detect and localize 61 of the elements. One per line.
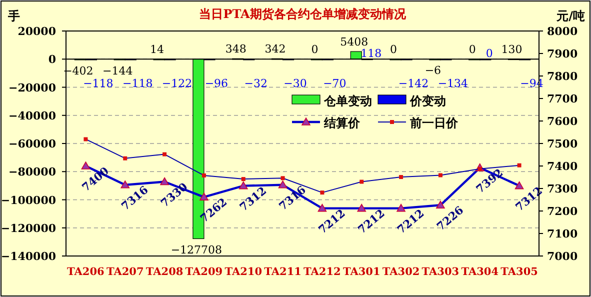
- y-tick-label: −40000: [8, 109, 56, 122]
- legend-label: 价变动: [409, 94, 446, 108]
- data-label: −30: [284, 77, 307, 90]
- x-tick-label: TA208: [146, 266, 184, 278]
- y2-axis-title: 元/吨: [556, 9, 585, 23]
- data-label: −118: [122, 77, 153, 90]
- y-tick-label: −20000: [8, 81, 56, 94]
- x-tick-label: TA212: [304, 266, 341, 278]
- data-label: −118: [83, 77, 114, 90]
- data-label: 0: [468, 43, 476, 56]
- data-label: 342: [264, 42, 286, 56]
- data-label: 0: [311, 43, 318, 56]
- data-label: −127708: [170, 244, 222, 257]
- y2-tick-label: 8000: [547, 25, 578, 38]
- data-label: −32: [244, 77, 268, 90]
- data-label: −134: [438, 77, 468, 90]
- legend-label: 仓单变动: [323, 94, 372, 108]
- data-label: −142: [398, 77, 429, 90]
- data-label: 0: [486, 47, 493, 60]
- y-tick-label: 0: [48, 53, 56, 66]
- data-label: 130: [501, 42, 522, 56]
- x-tick-label: TA301: [342, 266, 380, 278]
- y2-tick-label: 7800: [547, 70, 578, 83]
- y-tick-label: −80000: [8, 166, 56, 179]
- y2-tick-label: 7000: [547, 250, 578, 263]
- y-tick-label: −140000: [0, 250, 56, 263]
- data-label: 14: [150, 43, 164, 56]
- data-label: −122: [162, 77, 192, 90]
- legend-label: 结算价: [323, 116, 361, 130]
- x-tick-label: TA209: [185, 266, 223, 278]
- y2-tick-label: 7300: [547, 182, 578, 196]
- y-tick-label: −100000: [0, 194, 56, 207]
- legend-label: 前一日价: [409, 116, 459, 130]
- y-tick-label: −120000: [0, 222, 56, 235]
- y2-tick-label: 7900: [547, 48, 578, 60]
- y-axis-title: 手: [7, 9, 20, 23]
- data-label: −144: [102, 64, 133, 78]
- y2-tick-label: 7200: [547, 205, 578, 218]
- data-label: −96: [204, 77, 228, 90]
- y2-tick-label: 7100: [547, 228, 578, 240]
- chart-title: 当日PTA期货各合约仓单增减变动情况: [199, 7, 407, 21]
- y2-tick-label: 7500: [547, 138, 578, 150]
- data-label: −70: [323, 77, 346, 90]
- x-tick-label: TA211: [264, 266, 302, 278]
- data-label: 118: [360, 47, 382, 60]
- data-label: 0: [390, 43, 398, 56]
- x-tick-label: TA304: [461, 266, 499, 278]
- x-tick-label: TA206: [67, 266, 104, 278]
- data-label: −6: [424, 64, 442, 78]
- x-tick-label: TA210: [224, 266, 262, 278]
- y2-tick-label: 7400: [547, 160, 578, 173]
- x-tick-label: TA207: [106, 266, 144, 278]
- x-tick-label: TA305: [500, 266, 538, 278]
- x-tick-label: TA302: [382, 266, 420, 278]
- x-tick-label: TA303: [422, 266, 460, 278]
- y-tick-label: −60000: [8, 138, 56, 150]
- y2-tick-label: 7700: [547, 92, 578, 106]
- data-label: 348: [225, 42, 246, 56]
- data-label: 5408: [340, 36, 368, 49]
- y2-tick-label: 7600: [547, 115, 578, 128]
- y-tick-label: 20000: [18, 25, 56, 38]
